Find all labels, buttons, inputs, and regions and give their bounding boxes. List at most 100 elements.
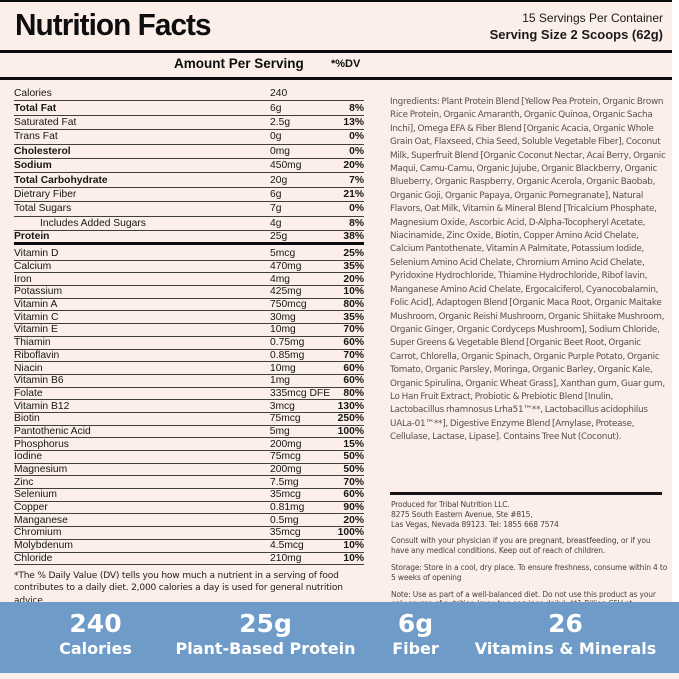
nutrient-name: Cholesterol bbox=[14, 145, 71, 157]
nutrient-amount: 7.5mg bbox=[270, 476, 299, 488]
nutrient-row: Zinc 7.5mg 70% bbox=[14, 476, 364, 490]
nutrient-daily-value: 8% bbox=[349, 217, 364, 229]
nutrient-daily-value: 50% bbox=[343, 464, 364, 476]
nutrient-daily-value: 0% bbox=[349, 131, 364, 143]
nutrient-amount: 0.85mg bbox=[270, 349, 305, 361]
nutrient-amount: 2.5g bbox=[270, 116, 291, 128]
nutrient-amount: 75mcg bbox=[270, 451, 301, 463]
nutrient-row: Vitamin A 750mcg 80% bbox=[14, 299, 364, 312]
nutrient-name: Pantothenic Acid bbox=[14, 425, 91, 437]
nutrient-name: Zinc bbox=[14, 476, 34, 488]
nutrient-amount: 240 bbox=[270, 88, 288, 100]
label-right-margin bbox=[672, 0, 679, 602]
highlights-band: 240 Calories 25g Plant-Based Protein 6g Fiber… bbox=[0, 602, 679, 673]
nutrient-daily-value: 10% bbox=[343, 540, 364, 552]
nutrient-row: Chloride 210mg 10% bbox=[14, 553, 364, 566]
nutrient-row: Includes Added Sugars 4g 8% bbox=[14, 217, 364, 231]
nutrient-daily-value: 130% bbox=[337, 400, 364, 412]
nutrient-name: Total Sugars bbox=[14, 203, 72, 215]
nutrient-name: Calories bbox=[14, 88, 52, 100]
nutrient-row: Trans Fat 0g 0% bbox=[14, 130, 364, 145]
nutrient-daily-value: 50% bbox=[343, 451, 364, 463]
nutrient-name: Niacin bbox=[14, 362, 43, 374]
nutrient-row: Selenium 35mcg 60% bbox=[14, 489, 364, 502]
nutrient-name: Vitamin B6 bbox=[14, 375, 64, 387]
nutrient-daily-value: 7% bbox=[349, 174, 364, 186]
nutrient-daily-value: 0% bbox=[349, 145, 364, 157]
highlight-value: 26 bbox=[548, 609, 583, 638]
nutrient-name: Magnesium bbox=[14, 464, 68, 476]
highlight-stat: 26 Vitamins & Minerals bbox=[468, 610, 663, 659]
nutrient-amount: 6g bbox=[270, 188, 282, 200]
nutrient-name: Chloride bbox=[14, 552, 53, 564]
highlight-label: Calories bbox=[59, 639, 132, 658]
servings-per-container: 15 Servings Per Container bbox=[522, 11, 663, 25]
nutrient-amount: 7g bbox=[270, 203, 282, 215]
nutrient-name: Chromium bbox=[14, 527, 62, 539]
nutrient-amount: 0mg bbox=[270, 145, 291, 157]
nutrient-amount: 200mg bbox=[270, 464, 302, 476]
nutrient-name: Potassium bbox=[14, 286, 63, 298]
highlight-value: 25g bbox=[239, 609, 292, 638]
nutrient-row: Manganese 0.5mg 20% bbox=[14, 514, 364, 528]
nutrient-amount: 25g bbox=[270, 231, 288, 243]
highlight-value: 240 bbox=[69, 609, 122, 638]
nutrient-amount: 0.81mg bbox=[270, 502, 305, 514]
nutrient-row: Total Fat 6g 8% bbox=[14, 101, 364, 116]
nutrient-row: Vitamin D 5mcg 25% bbox=[14, 248, 364, 261]
nutrient-amount: 30mg bbox=[270, 311, 296, 323]
nutrient-amount: 0.5mg bbox=[270, 514, 299, 526]
nutrient-amount: 210mg bbox=[270, 552, 302, 564]
nutrient-daily-value: 13% bbox=[343, 116, 364, 128]
nutrient-daily-value: 250% bbox=[337, 413, 364, 425]
nutrient-name: Molybdenum bbox=[14, 540, 73, 552]
nutrient-name: Folate bbox=[14, 387, 43, 399]
highlight-label: Fiber bbox=[392, 639, 439, 658]
ingredients-divider-rule bbox=[390, 492, 662, 495]
nutrient-row: Molybdenum 4.5mcg 10% bbox=[14, 540, 364, 553]
nutrient-row: Vitamin E 10mg 70% bbox=[14, 324, 364, 337]
nutrient-amount: 0g bbox=[270, 131, 282, 143]
label-title: Nutrition Facts bbox=[15, 7, 212, 42]
nutrient-name: Vitamin A bbox=[14, 299, 58, 311]
nutrient-amount: 4g bbox=[270, 217, 282, 229]
highlight-stat: 240 Calories bbox=[18, 610, 173, 659]
nutrient-name: Iron bbox=[14, 273, 32, 285]
nutrient-amount: 10mg bbox=[270, 324, 296, 336]
nutrient-amount: 35mcg bbox=[269, 527, 301, 539]
nutrient-row: Niacin 10mg 60% bbox=[14, 362, 364, 375]
nutrient-name: Vitamin D bbox=[14, 248, 59, 260]
nutrient-daily-value: 0% bbox=[349, 203, 364, 215]
nutrient-name: Protein bbox=[14, 231, 50, 243]
nutrient-amount: 750mcg bbox=[270, 299, 307, 311]
nutrient-row: Total Carbohydrate 20g 7% bbox=[14, 173, 364, 188]
nutrient-amount: 35mcg bbox=[270, 489, 301, 501]
nutrient-daily-value: 60% bbox=[343, 362, 364, 374]
daily-value-header: *%DV bbox=[331, 58, 361, 70]
nutrient-daily-value: 60% bbox=[343, 375, 364, 387]
nutrient-daily-value: 80% bbox=[343, 387, 364, 399]
nutrient-name: Biotin bbox=[14, 413, 40, 425]
daily-value-footnote: *The % Daily Value (DV) tells you how mu… bbox=[14, 571, 343, 606]
nutrient-daily-value: 25% bbox=[343, 248, 364, 260]
nutrient-row: Riboflavin 0.85mg 70% bbox=[14, 350, 364, 363]
nutrient-daily-value: 35% bbox=[343, 311, 364, 323]
nutrient-daily-value: 38% bbox=[343, 231, 364, 243]
nutrient-row: Iodine 75mcg 50% bbox=[14, 451, 364, 464]
highlight-value: 6g bbox=[397, 609, 434, 638]
nutrient-name: Trans Fat bbox=[14, 131, 58, 143]
nutrient-row: Biotin 75mcg 250% bbox=[14, 413, 364, 426]
nutrient-name: Iodine bbox=[14, 451, 43, 463]
nutrient-daily-value: 80% bbox=[343, 299, 364, 311]
highlight-label: Plant-Based Protein bbox=[175, 639, 356, 658]
nutrient-row: Copper 0.81mg 90% bbox=[14, 502, 364, 515]
nutrient-amount: 3mcg bbox=[269, 400, 295, 412]
highlight-label: Vitamins & Minerals bbox=[474, 639, 657, 658]
nutrient-row: Dietrary Fiber 6g 21% bbox=[14, 188, 364, 203]
nutrient-name: Copper bbox=[14, 502, 48, 514]
nutrient-row: Chromium 35mcg 100% bbox=[14, 527, 364, 540]
nutrient-daily-value: 20% bbox=[343, 273, 364, 285]
nutrient-daily-value: 70% bbox=[343, 324, 364, 336]
nutrient-name: Riboflavin bbox=[14, 349, 60, 361]
